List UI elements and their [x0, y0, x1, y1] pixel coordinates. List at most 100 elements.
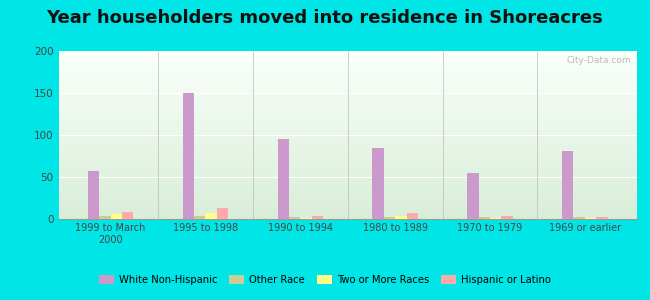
Bar: [58, 216, 637, 217]
Bar: [58, 100, 637, 101]
Bar: [58, 54, 637, 56]
Bar: [183, 93, 194, 219]
Bar: [58, 180, 637, 182]
Bar: [58, 140, 637, 142]
Bar: [58, 81, 637, 83]
Bar: [58, 110, 637, 112]
Bar: [58, 83, 637, 85]
Bar: [58, 200, 637, 202]
Bar: [58, 164, 637, 165]
Bar: [205, 213, 217, 219]
Bar: [478, 217, 490, 219]
Bar: [58, 61, 637, 63]
Bar: [58, 135, 637, 137]
Bar: [300, 218, 312, 219]
Bar: [58, 64, 637, 66]
Bar: [58, 68, 637, 70]
Bar: [58, 212, 637, 214]
Bar: [312, 217, 323, 219]
Bar: [58, 174, 637, 175]
Bar: [58, 170, 637, 172]
Bar: [58, 112, 637, 113]
Bar: [58, 148, 637, 150]
Bar: [58, 128, 637, 130]
Bar: [58, 73, 637, 74]
Bar: [58, 53, 637, 54]
Bar: [58, 71, 637, 73]
Bar: [58, 143, 637, 145]
Bar: [58, 132, 637, 133]
Bar: [58, 137, 637, 138]
Bar: [58, 116, 637, 118]
Text: City-Data.com: City-Data.com: [567, 56, 631, 65]
Bar: [58, 91, 637, 93]
Bar: [58, 147, 637, 148]
Bar: [58, 51, 637, 53]
Bar: [58, 209, 637, 211]
Bar: [58, 162, 637, 164]
Bar: [58, 199, 637, 200]
Bar: [58, 189, 637, 190]
Bar: [58, 185, 637, 187]
Bar: [58, 98, 637, 100]
Bar: [58, 56, 637, 58]
Bar: [58, 142, 637, 143]
Bar: [217, 208, 228, 219]
Bar: [58, 175, 637, 177]
Bar: [562, 151, 573, 219]
Bar: [58, 76, 637, 78]
Bar: [289, 217, 300, 219]
Bar: [58, 158, 637, 160]
Bar: [58, 211, 637, 212]
Bar: [58, 95, 637, 96]
Bar: [58, 155, 637, 157]
Bar: [58, 182, 637, 184]
Bar: [384, 217, 395, 219]
Bar: [58, 93, 637, 95]
Bar: [111, 214, 122, 219]
Bar: [58, 106, 637, 108]
Bar: [58, 130, 637, 132]
Bar: [58, 204, 637, 206]
Bar: [58, 160, 637, 162]
Bar: [58, 108, 637, 110]
Bar: [58, 113, 637, 115]
Bar: [58, 66, 637, 68]
Bar: [58, 196, 637, 197]
Bar: [58, 70, 637, 71]
Bar: [58, 127, 637, 128]
Bar: [99, 217, 111, 219]
Bar: [58, 78, 637, 80]
Bar: [58, 85, 637, 86]
Bar: [58, 88, 637, 90]
Bar: [58, 165, 637, 167]
Bar: [58, 167, 637, 169]
Bar: [58, 120, 637, 122]
Bar: [58, 145, 637, 147]
Bar: [596, 217, 608, 219]
Bar: [58, 179, 637, 180]
Bar: [58, 206, 637, 207]
Bar: [194, 216, 205, 219]
Bar: [58, 105, 637, 106]
Bar: [58, 157, 637, 158]
Bar: [58, 150, 637, 152]
Bar: [58, 207, 637, 209]
Bar: [58, 172, 637, 174]
Bar: [58, 187, 637, 189]
Bar: [58, 115, 637, 116]
Bar: [395, 217, 406, 219]
Bar: [467, 173, 478, 219]
Bar: [58, 63, 637, 64]
Bar: [58, 80, 637, 81]
Bar: [58, 123, 637, 125]
Bar: [58, 217, 637, 219]
Legend: White Non-Hispanic, Other Race, Two or More Races, Hispanic or Latino: White Non-Hispanic, Other Race, Two or M…: [95, 271, 555, 289]
Bar: [58, 138, 637, 140]
Bar: [58, 154, 637, 155]
Bar: [58, 86, 637, 88]
Bar: [58, 96, 637, 98]
Bar: [372, 148, 384, 219]
Bar: [58, 125, 637, 127]
Bar: [58, 184, 637, 185]
